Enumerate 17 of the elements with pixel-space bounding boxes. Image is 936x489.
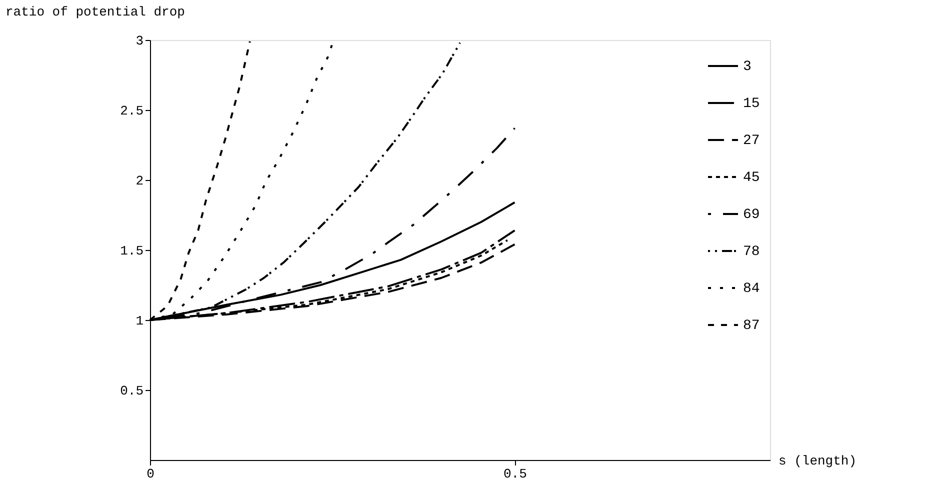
y-tick-label: 1 xyxy=(136,314,144,328)
y-tick-label: 2.5 xyxy=(120,104,144,118)
legend-label: 3 xyxy=(743,59,752,75)
y-tick-label: 3 xyxy=(136,34,144,48)
legend-label: 15 xyxy=(743,96,760,112)
legend-label: 45 xyxy=(743,170,760,186)
y-tick-label: 0.5 xyxy=(120,384,144,398)
y-tick-label: 2 xyxy=(136,174,144,188)
y-axis-title: ratio of potential drop xyxy=(6,4,185,20)
legend-label: 27 xyxy=(743,133,760,149)
y-tick-label: 1.5 xyxy=(120,244,144,258)
x-tick-label: 0 xyxy=(146,466,154,482)
legend-label: 87 xyxy=(743,318,760,334)
legend-label: 69 xyxy=(743,207,760,223)
legend-label: 78 xyxy=(743,244,760,260)
x-axis-title: s (length) xyxy=(778,454,857,468)
legend-label: 84 xyxy=(743,281,760,297)
